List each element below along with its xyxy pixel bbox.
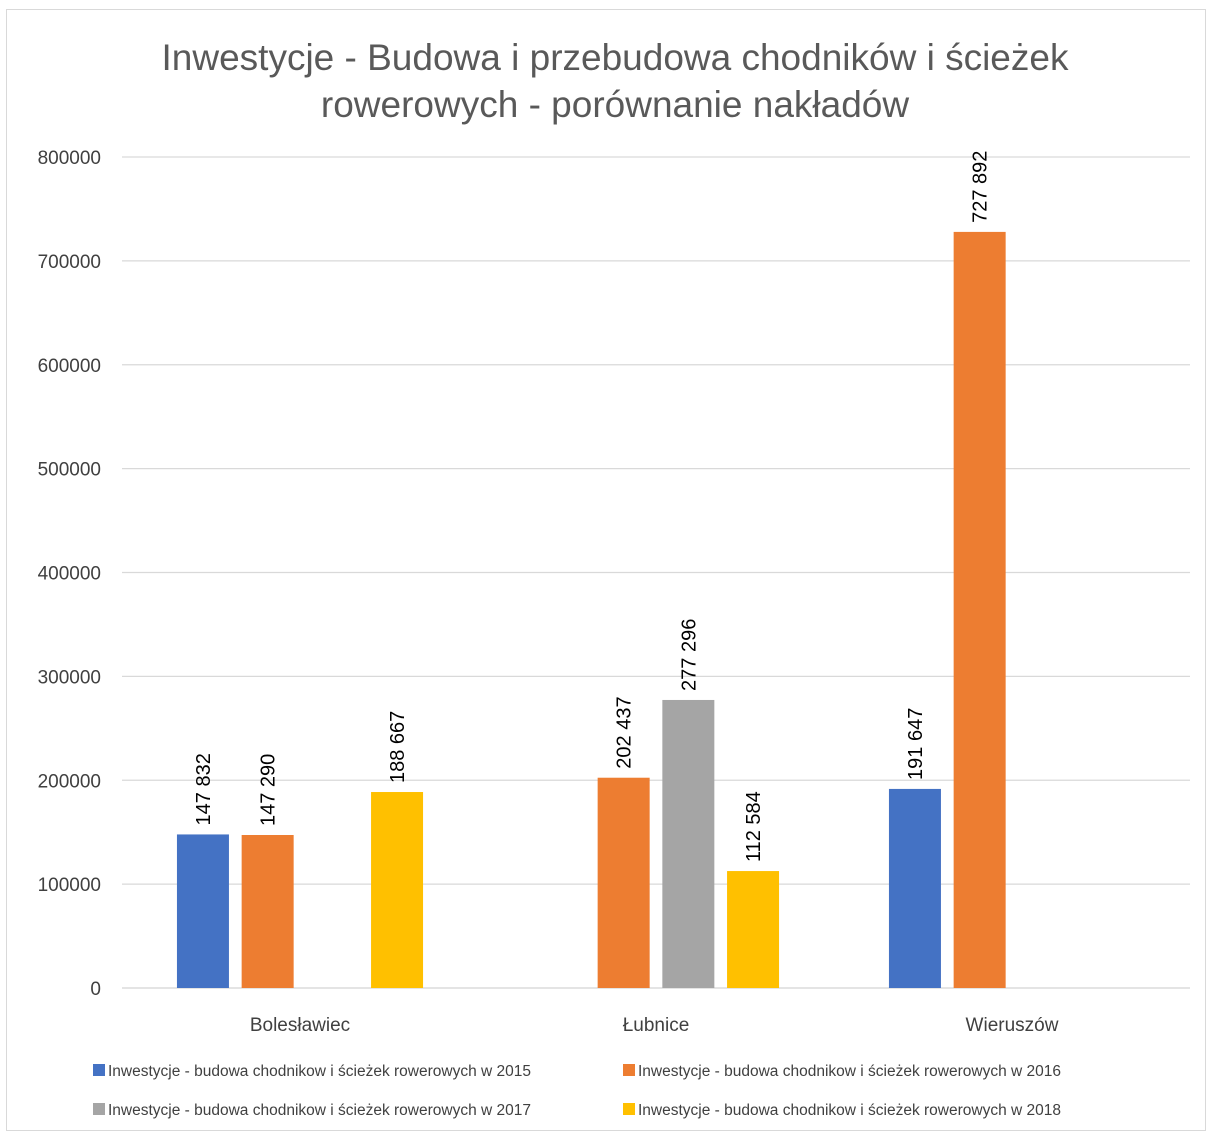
- bar: [662, 699, 715, 988]
- data-label: 277 296: [678, 619, 700, 691]
- legend-label: Inwestycje - budowa chodnikow i ścieżek …: [108, 1063, 531, 1080]
- x-category-label: Wieruszów: [966, 1015, 1059, 1036]
- bars: [176, 231, 1006, 988]
- y-tick-label: 100000: [38, 875, 101, 896]
- gridlines: [122, 156, 1190, 989]
- legend-swatch: [93, 1064, 105, 1076]
- x-category-label: Bolesławiec: [250, 1015, 350, 1036]
- bar: [241, 835, 294, 988]
- data-label: 112 584: [743, 791, 765, 862]
- category-labels: Bolesławiec Łubnice Wieruszów: [250, 1015, 1059, 1036]
- y-tick-label: 600000: [38, 356, 101, 377]
- x-category-label: Łubnice: [623, 1015, 690, 1036]
- legend-swatch: [623, 1064, 635, 1076]
- bar: [727, 871, 780, 988]
- bar: [176, 834, 229, 988]
- legend-label: Inwestycje - budowa chodnikow i ścieżek …: [638, 1063, 1061, 1080]
- y-tick-label: 0: [90, 979, 101, 1000]
- y-tick-label: 800000: [38, 148, 101, 169]
- y-tick-label: 500000: [38, 460, 101, 481]
- data-label: 147 832: [193, 753, 215, 825]
- data-label: 188 667: [387, 711, 409, 783]
- bar: [371, 792, 424, 988]
- legend-label: Inwestycje - budowa chodnikow i ścieżek …: [638, 1102, 1061, 1119]
- y-tick-label: 200000: [38, 771, 101, 792]
- legend: Inwestycje - budowa chodnikow i ścieżek …: [93, 1063, 1061, 1119]
- bar: [953, 231, 1006, 988]
- legend-swatch: [623, 1103, 635, 1115]
- y-tick-label: 700000: [38, 252, 101, 273]
- bar: [597, 777, 650, 988]
- data-label: 202 437: [614, 696, 636, 768]
- legend-swatch: [93, 1103, 105, 1115]
- chart-title-line-2: rowerowych - porównanie nakładów: [321, 84, 909, 125]
- data-label: 727 892: [970, 151, 992, 223]
- chart-title: Inwestycje - Budowa i przebudowa chodnik…: [162, 37, 1069, 125]
- y-axis-tick-labels: 0 100000 200000 300000 400000 500000 600000 700…: [38, 148, 101, 1000]
- bar: [888, 788, 941, 988]
- data-labels: 147 832 147 290 188 667 202 437 277 296 112 5…: [193, 151, 992, 862]
- y-tick-label: 300000: [38, 667, 101, 688]
- data-label: 191 647: [905, 708, 927, 780]
- chart-title-line-1: Inwestycje - Budowa i przebudowa chodnik…: [162, 37, 1069, 78]
- legend-label: Inwestycje - budowa chodnikow i ścieżek …: [108, 1102, 531, 1119]
- data-label: 147 290: [258, 754, 280, 826]
- y-tick-label: 400000: [38, 564, 101, 585]
